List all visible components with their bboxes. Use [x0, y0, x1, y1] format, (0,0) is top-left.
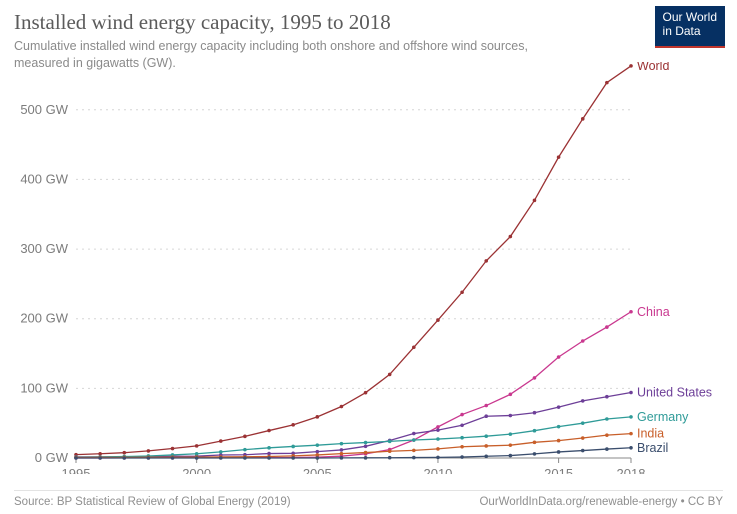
svg-text:2000: 2000 — [182, 466, 211, 474]
series-label-China: China — [637, 305, 670, 319]
page-footer: Source: BP Statistical Review of Global … — [14, 490, 723, 508]
page-title: Installed wind energy capacity, 1995 to … — [14, 10, 723, 35]
svg-text:200 GW: 200 GW — [20, 311, 68, 326]
series-label-United States: United States — [637, 386, 712, 400]
logo-line2: in Data — [663, 25, 717, 39]
series-China — [76, 312, 631, 458]
svg-text:2015: 2015 — [544, 466, 573, 474]
footer-right: OurWorldInData.org/renewable-energy • CC… — [479, 496, 723, 508]
svg-text:2018: 2018 — [617, 466, 646, 474]
footer-source: Source: BP Statistical Review of Global … — [14, 496, 291, 508]
owid-logo: Our World in Data — [655, 6, 725, 48]
svg-text:1995: 1995 — [62, 466, 91, 474]
svg-text:500 GW: 500 GW — [20, 102, 68, 117]
svg-text:2005: 2005 — [303, 466, 332, 474]
svg-text:300 GW: 300 GW — [20, 241, 68, 256]
series-World — [76, 66, 631, 455]
series-label-India: India — [637, 427, 664, 441]
series-United States — [76, 393, 631, 457]
svg-text:2010: 2010 — [423, 466, 452, 474]
line-chart: 0 GW 100 GW 200 GW 300 GW 400 GW 500 GW 1995 20… — [14, 62, 724, 474]
svg-text:0 GW: 0 GW — [35, 450, 69, 465]
series-label-Brazil: Brazil — [637, 441, 668, 455]
svg-text:100 GW: 100 GW — [20, 380, 68, 395]
series-Germany — [76, 417, 631, 457]
svg-text:400 GW: 400 GW — [20, 171, 68, 186]
series-India — [76, 434, 631, 458]
series-label-Germany: Germany — [637, 410, 689, 424]
chart-container: 0 GW100 GW200 GW300 GW400 GW500 GW199520… — [14, 62, 724, 467]
logo-line1: Our World — [663, 11, 717, 25]
series-label-World: World — [637, 62, 669, 73]
